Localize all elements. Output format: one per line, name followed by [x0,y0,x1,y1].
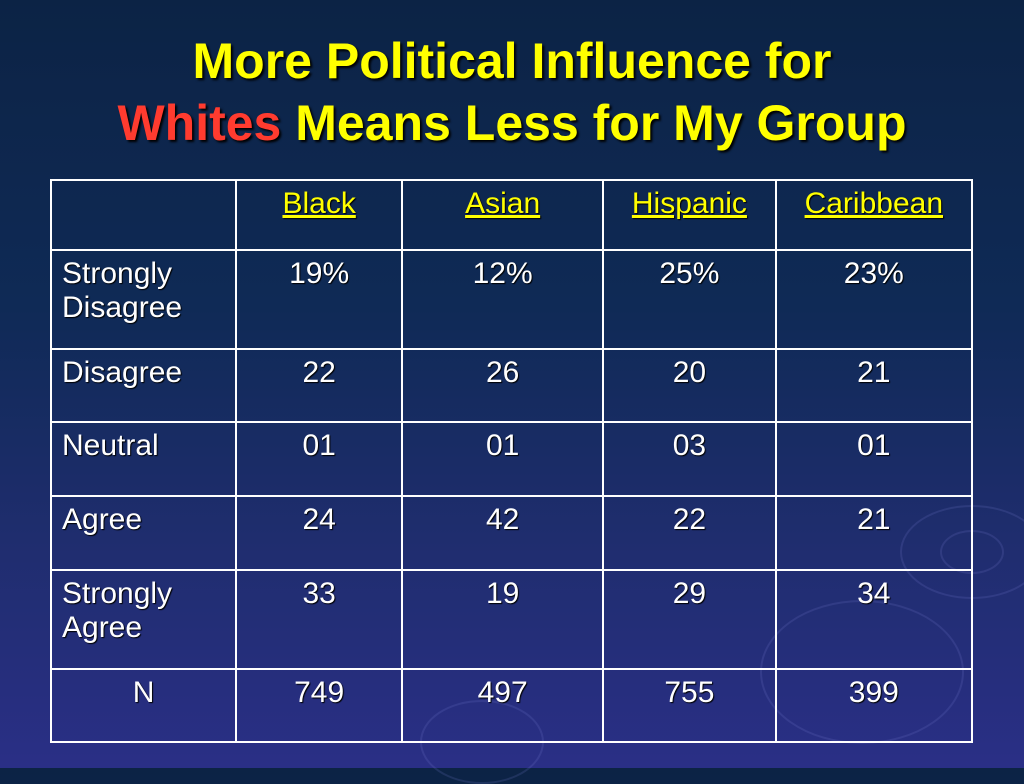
table-cell: 12% [401,249,605,350]
table-cell: 755 [602,668,777,743]
table-cell: 03 [602,421,777,497]
table-cell: 20 [602,348,777,423]
table-cell: 21 [774,348,974,423]
title-line-2: Means Less for My Group [295,95,907,151]
table-cell: 33 [235,569,404,670]
table-cell: 749 [235,668,404,743]
table-cell: 19 [401,569,605,670]
table-cell: 01 [774,421,974,497]
table-cell: 22 [235,348,404,423]
survey-table: Black Asian Hispanic Caribbean Strongly … [49,179,974,743]
table-cell: 26 [401,348,605,423]
table-row: Neutral 01 01 03 01 [49,421,974,497]
row-label: Agree [49,495,238,571]
title-line-1: More Political Influence for [192,33,832,89]
table-row: Agree 24 42 22 21 [49,495,974,571]
slide-title: More Political Influence for Whites Mean… [0,30,1024,154]
table-cell: 21 [774,495,974,571]
table-cell: 01 [401,421,605,497]
table-cell: 01 [235,421,404,497]
row-label: Strongly Agree [49,569,238,670]
header-asian: Asian [401,179,605,251]
table-cell: 22 [602,495,777,571]
table-row: Disagree 22 26 20 21 [49,348,974,423]
corner-cell [49,179,238,251]
title-highlight-word: Whites [117,95,282,151]
table-cell: 23% [774,249,974,350]
header-black: Black [235,179,404,251]
table-cell: 497 [401,668,605,743]
table-row: Strongly Agree 33 19 29 34 [49,569,974,670]
row-label: N [49,668,238,743]
header-caribbean: Caribbean [774,179,974,251]
table-header-row: Black Asian Hispanic Caribbean [49,179,974,251]
table-cell: 25% [602,249,777,350]
table-cell: 42 [401,495,605,571]
table-cell: 34 [774,569,974,670]
table-row: Strongly Disagree 19% 12% 25% 23% [49,249,974,350]
header-hispanic: Hispanic [602,179,777,251]
table-cell: 24 [235,495,404,571]
table-cell: 29 [602,569,777,670]
table-row: N 749 497 755 399 [49,668,974,743]
table-cell: 19% [235,249,404,350]
row-label: Disagree [49,348,238,423]
table-cell: 399 [774,668,974,743]
row-label: Strongly Disagree [49,249,238,350]
row-label: Neutral [49,421,238,497]
